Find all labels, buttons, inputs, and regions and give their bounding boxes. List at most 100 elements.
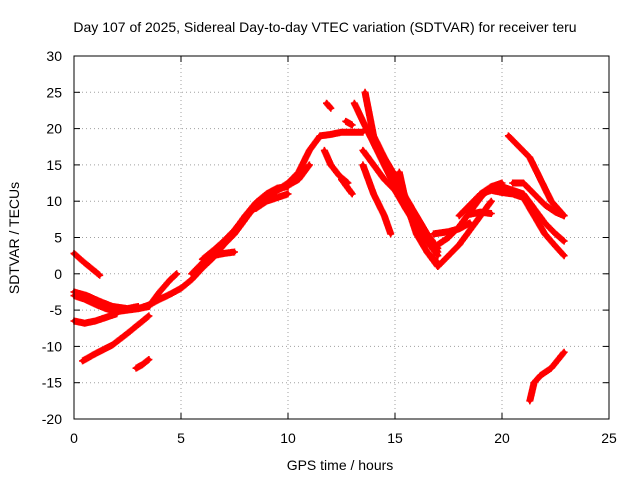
data-point (93, 269, 98, 274)
data-point (435, 264, 440, 269)
data-point (382, 213, 387, 218)
data-point (561, 238, 567, 244)
series-arc-04 (70, 310, 121, 327)
x-tick-label: 0 (70, 430, 78, 446)
y-tick-label: 20 (46, 121, 62, 137)
data-point (360, 162, 366, 168)
y-tick-label: -15 (42, 375, 62, 391)
data-point (371, 133, 376, 139)
data-point (403, 199, 408, 204)
y-tick-label: 0 (54, 266, 62, 282)
data-point (221, 251, 226, 256)
data-point (542, 231, 547, 237)
y-tick-label: 30 (46, 48, 62, 64)
data-point (367, 111, 372, 117)
data-point (103, 306, 109, 311)
data-point (510, 180, 515, 186)
data-point (140, 362, 145, 367)
data-point (168, 291, 173, 297)
data-point (561, 213, 567, 218)
data-point (97, 273, 102, 278)
data-point (168, 277, 173, 282)
data-point (178, 286, 184, 291)
data-point (397, 169, 402, 175)
data-point (337, 173, 342, 178)
chart-title: Day 107 of 2025, Sidereal Day-to-day VTE… (73, 19, 576, 35)
data-point (527, 155, 533, 160)
data-point (93, 302, 98, 307)
data-point (542, 220, 547, 226)
series-arc-12 (252, 190, 292, 212)
data-point (467, 228, 473, 233)
data-point (467, 202, 473, 208)
data-point (125, 331, 130, 336)
data-point (80, 358, 85, 364)
data-point (232, 228, 237, 233)
x-tick-label: 5 (177, 430, 185, 446)
data-point (328, 132, 333, 137)
data-point (339, 177, 344, 182)
data-point (125, 307, 130, 313)
data-point (360, 148, 366, 153)
axis-ticks (73, 55, 610, 420)
data-point (392, 173, 398, 178)
data-point (322, 148, 327, 153)
series-arc-19 (361, 88, 442, 252)
data-point (210, 248, 216, 253)
data-point (446, 235, 451, 240)
data-point (328, 106, 333, 111)
data-point (516, 144, 522, 149)
data-point (521, 180, 526, 186)
data-point (136, 322, 141, 327)
series-markers (359, 146, 442, 256)
data-point (93, 351, 98, 356)
data-point (457, 213, 462, 218)
data-point (350, 130, 355, 135)
data-point (189, 271, 194, 276)
data-point (360, 119, 366, 124)
y-tick-labels: -20 -15 -10 -5 0 5 10 15 20 25 30 (42, 48, 62, 427)
data-point (467, 220, 473, 226)
data-point (553, 209, 558, 215)
data-point (200, 257, 205, 262)
y-tick-label: -10 (42, 338, 62, 354)
data-point (296, 177, 301, 182)
data-point (542, 202, 547, 208)
data-point (253, 206, 259, 211)
data-point (538, 177, 543, 182)
data-point (489, 188, 494, 193)
data-point (296, 169, 301, 175)
series-arc-29 (504, 132, 568, 220)
data-point (350, 122, 355, 128)
data-point (110, 342, 115, 348)
data-point (174, 271, 179, 276)
y-tick-label: 15 (46, 157, 62, 173)
series-arc-11 (209, 248, 238, 260)
data-point (221, 238, 226, 244)
data-point (232, 249, 237, 255)
data-point (82, 320, 87, 326)
series-arc-28 (466, 208, 495, 218)
data-point (360, 130, 366, 135)
data-point (371, 191, 376, 197)
data-point (350, 191, 355, 197)
data-point (157, 289, 162, 295)
data-point (561, 253, 567, 258)
series-arc-13 (320, 146, 352, 187)
data-point (424, 235, 430, 240)
series-arc-05 (79, 312, 153, 365)
data-point (527, 398, 533, 404)
y-tick-label: 5 (54, 230, 62, 246)
data-point (489, 199, 494, 204)
data-point (114, 311, 120, 316)
data-point (478, 209, 483, 215)
x-tick-label: 20 (494, 430, 510, 446)
data-point (382, 155, 387, 160)
series-arc-30 (509, 179, 568, 220)
data-point (343, 119, 348, 124)
data-point (136, 306, 141, 311)
series-arc-21 (359, 161, 395, 238)
data-point (499, 190, 505, 195)
data-point (414, 231, 419, 237)
data-point (431, 231, 436, 237)
